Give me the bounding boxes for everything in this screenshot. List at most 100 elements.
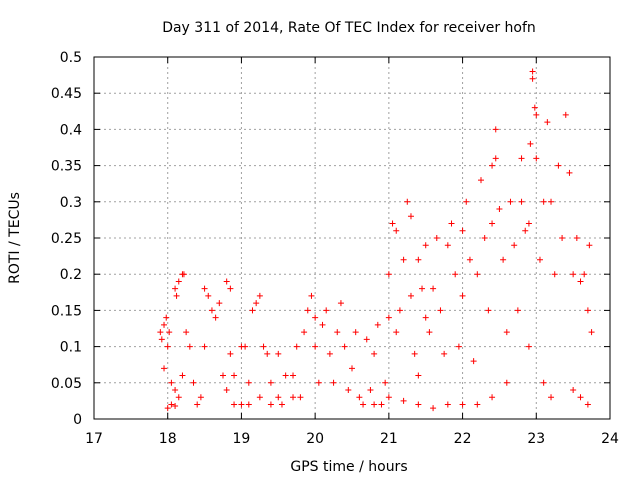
data-point <box>374 321 381 328</box>
data-point <box>586 242 593 249</box>
data-point <box>514 307 521 314</box>
data-point <box>323 307 330 314</box>
x-tick-label: 21 <box>380 431 398 447</box>
data-point <box>163 314 170 321</box>
data-point <box>253 300 260 307</box>
data-point <box>308 292 315 299</box>
data-point <box>481 235 488 241</box>
data-point <box>208 307 215 314</box>
data-point <box>522 227 529 234</box>
data-point <box>158 336 165 343</box>
data-point <box>422 314 429 321</box>
data-point <box>231 401 238 408</box>
data-point <box>179 372 186 379</box>
data-point <box>525 220 532 227</box>
data-point <box>478 177 484 184</box>
data-point <box>267 401 274 408</box>
data-point <box>312 314 319 321</box>
data-point <box>180 271 187 278</box>
grid-lines <box>94 57 610 419</box>
data-point <box>433 235 440 241</box>
data-point <box>588 329 595 336</box>
data-point <box>172 285 179 292</box>
data-point <box>548 394 555 401</box>
x-tick-label: 24 <box>601 431 619 447</box>
data-point <box>404 198 411 205</box>
data-point <box>173 292 180 299</box>
y-axis-label: ROTI / TECUs <box>7 192 23 284</box>
data-point <box>503 379 510 386</box>
x-axis-label: GPS time / hours <box>290 459 407 475</box>
data-point <box>393 227 400 234</box>
data-point <box>489 220 496 227</box>
data-point <box>540 198 547 205</box>
data-point <box>238 401 245 408</box>
x-tick-label: 19 <box>233 431 251 447</box>
data-point <box>166 329 173 336</box>
data-point <box>411 350 418 357</box>
data-point <box>407 292 414 299</box>
data-point <box>518 155 525 162</box>
data-point <box>201 343 208 350</box>
data-point <box>448 220 455 227</box>
data-point <box>256 292 263 299</box>
data-point <box>496 206 503 213</box>
data-point <box>400 256 407 263</box>
data-point <box>201 285 208 292</box>
data-point <box>385 394 392 401</box>
data-point <box>275 350 282 357</box>
data-point <box>319 321 326 328</box>
data-point <box>334 329 341 336</box>
data-point <box>500 256 507 263</box>
data-point <box>220 372 226 379</box>
data-point <box>584 307 591 314</box>
data-point <box>290 372 297 379</box>
y-tick-label: 0.35 <box>51 159 82 175</box>
data-point <box>562 111 569 118</box>
data-point <box>570 271 577 278</box>
data-point <box>293 343 300 350</box>
data-point <box>245 379 252 386</box>
data-point <box>172 387 179 394</box>
data-point <box>297 394 304 401</box>
plot-frame <box>93 56 611 420</box>
data-point <box>452 271 459 278</box>
data-point <box>489 162 496 169</box>
data-point <box>164 343 171 350</box>
data-point <box>511 242 518 249</box>
data-point <box>157 329 164 336</box>
y-tick-label: 0.3 <box>60 195 82 211</box>
data-point <box>290 394 297 401</box>
data-point <box>463 198 470 205</box>
data-point <box>533 155 540 162</box>
data-point <box>256 394 263 401</box>
data-point <box>385 271 392 278</box>
data-point <box>540 379 547 386</box>
data-point <box>470 358 477 365</box>
y-tick-label: 0.15 <box>51 303 82 319</box>
data-point <box>330 379 337 386</box>
y-tick-label: 0.5 <box>60 50 82 66</box>
data-point <box>385 314 392 321</box>
data-point <box>183 329 190 336</box>
y-tick-label: 0 <box>73 412 82 428</box>
data-point <box>525 343 532 350</box>
data-point <box>393 329 400 336</box>
x-tick-label: 20 <box>306 431 324 447</box>
data-point <box>584 401 591 408</box>
data-point <box>566 169 573 176</box>
data-point <box>205 292 212 299</box>
y-tick-label: 0.45 <box>51 86 82 102</box>
data-point <box>492 155 499 162</box>
y-tick-label: 0.2 <box>60 267 82 283</box>
y-tick-label: 0.1 <box>60 340 82 356</box>
data-point <box>371 401 378 408</box>
data-point <box>581 271 588 278</box>
x-tick-label: 22 <box>454 431 472 447</box>
data-point <box>419 285 426 292</box>
data-point <box>223 387 230 394</box>
data-point <box>441 350 448 357</box>
data-point <box>275 394 282 401</box>
data-point <box>186 343 193 350</box>
